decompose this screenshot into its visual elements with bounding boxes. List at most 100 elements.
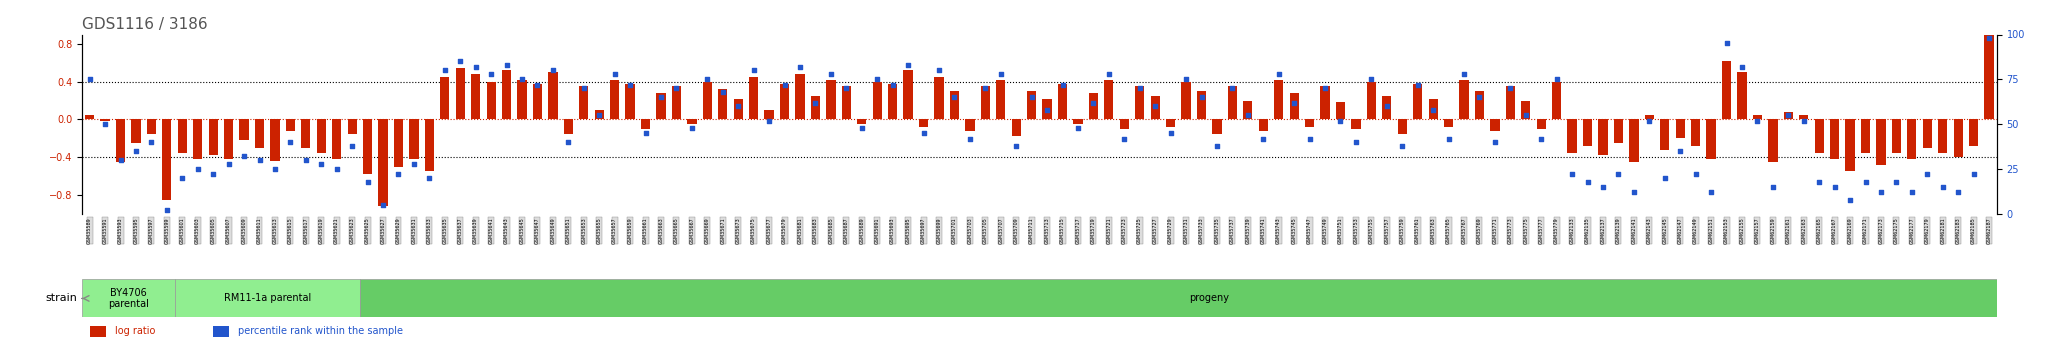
Text: GSM35645: GSM35645 [520, 217, 524, 244]
Text: GSM35605: GSM35605 [211, 217, 215, 244]
Point [197, 172, 229, 177]
Bar [965, 119, 975, 131]
Point [1016, 95, 1049, 100]
Point [1493, 86, 1526, 91]
Point [1139, 104, 1171, 109]
Text: GSM35777: GSM35777 [1538, 217, 1544, 244]
Bar [532, 83, 543, 119]
Bar [563, 119, 573, 134]
Bar [1645, 115, 1655, 119]
Point [846, 125, 879, 130]
Bar [1475, 91, 1485, 119]
Point [244, 157, 276, 163]
Bar [1366, 82, 1376, 119]
Text: GSM62149: GSM62149 [1694, 217, 1698, 244]
Bar [1444, 119, 1454, 127]
Text: GSM35615: GSM35615 [289, 217, 293, 244]
Text: GSM35701: GSM35701 [952, 217, 956, 244]
Text: GSM35599: GSM35599 [164, 217, 170, 244]
Bar [655, 93, 666, 119]
Bar [1876, 119, 1886, 165]
Text: GSM62167: GSM62167 [1833, 217, 1837, 244]
Text: GSM35737: GSM35737 [1231, 217, 1235, 244]
Text: GSM62183: GSM62183 [1956, 217, 1960, 244]
Text: GSM62137: GSM62137 [1602, 217, 1606, 244]
Bar [209, 119, 217, 155]
Point [367, 202, 399, 208]
Point [938, 95, 971, 100]
Point [1124, 86, 1157, 91]
Bar [270, 119, 281, 161]
Text: GSM35629: GSM35629 [395, 217, 401, 244]
Text: GSM62145: GSM62145 [1663, 217, 1667, 244]
Point [1556, 172, 1589, 177]
Bar [1026, 91, 1036, 119]
Bar [1090, 93, 1098, 119]
Bar [1212, 119, 1221, 134]
Point [1679, 172, 1712, 177]
Text: GSM35757: GSM35757 [1384, 217, 1389, 244]
Text: GSM35719: GSM35719 [1092, 217, 1096, 244]
Bar [471, 74, 481, 119]
Bar [348, 119, 356, 134]
Point [182, 166, 215, 172]
Bar [842, 87, 852, 119]
Bar [147, 119, 156, 134]
Point [768, 82, 801, 88]
Bar [920, 119, 928, 127]
Point [999, 143, 1032, 148]
FancyBboxPatch shape [360, 279, 2048, 317]
Text: log ratio: log ratio [115, 326, 156, 336]
Point [150, 208, 182, 213]
Text: GSM35695: GSM35695 [905, 217, 911, 244]
Bar [1985, 34, 1993, 119]
Bar [889, 83, 897, 119]
Bar [1784, 112, 1792, 119]
Point [119, 148, 152, 154]
Point [104, 157, 137, 163]
Text: GSM35687: GSM35687 [844, 217, 848, 244]
Bar [610, 80, 618, 119]
Point [475, 71, 508, 77]
Point [1231, 112, 1264, 118]
Bar [903, 70, 913, 119]
Point [520, 82, 553, 88]
Point [1540, 77, 1573, 82]
Bar [1491, 119, 1499, 131]
Text: BY4706
parental: BY4706 parental [109, 288, 150, 309]
Point [985, 71, 1018, 77]
Bar [872, 82, 883, 119]
Text: GSM35705: GSM35705 [983, 217, 987, 244]
Bar [1243, 101, 1253, 119]
Point [659, 86, 692, 91]
Text: GSM35673: GSM35673 [735, 217, 741, 244]
Point [1155, 130, 1188, 136]
Bar [1706, 119, 1716, 159]
Bar [1274, 80, 1284, 119]
Text: GSM62175: GSM62175 [1894, 217, 1898, 244]
Point [166, 175, 199, 181]
Text: GSM35727: GSM35727 [1153, 217, 1157, 244]
Text: GSM62143: GSM62143 [1647, 217, 1653, 244]
Point [815, 71, 848, 77]
Bar [424, 119, 434, 171]
Point [676, 125, 709, 130]
Bar [1815, 119, 1825, 152]
Point [1942, 190, 1974, 195]
Bar [1042, 99, 1053, 119]
Text: GSM35759: GSM35759 [1399, 217, 1405, 244]
Bar [825, 80, 836, 119]
Bar [1382, 96, 1391, 119]
Text: GSM35627: GSM35627 [381, 217, 385, 244]
FancyBboxPatch shape [174, 279, 360, 317]
Point [1618, 190, 1651, 195]
Bar [1321, 87, 1329, 119]
Text: GSM35707: GSM35707 [997, 217, 1004, 244]
Point [707, 89, 739, 95]
Bar [193, 119, 203, 159]
Bar [1182, 82, 1190, 119]
Text: GSM35595: GSM35595 [133, 217, 139, 244]
Bar [317, 119, 326, 152]
Bar [502, 70, 512, 119]
Text: GSM35665: GSM35665 [674, 217, 680, 244]
